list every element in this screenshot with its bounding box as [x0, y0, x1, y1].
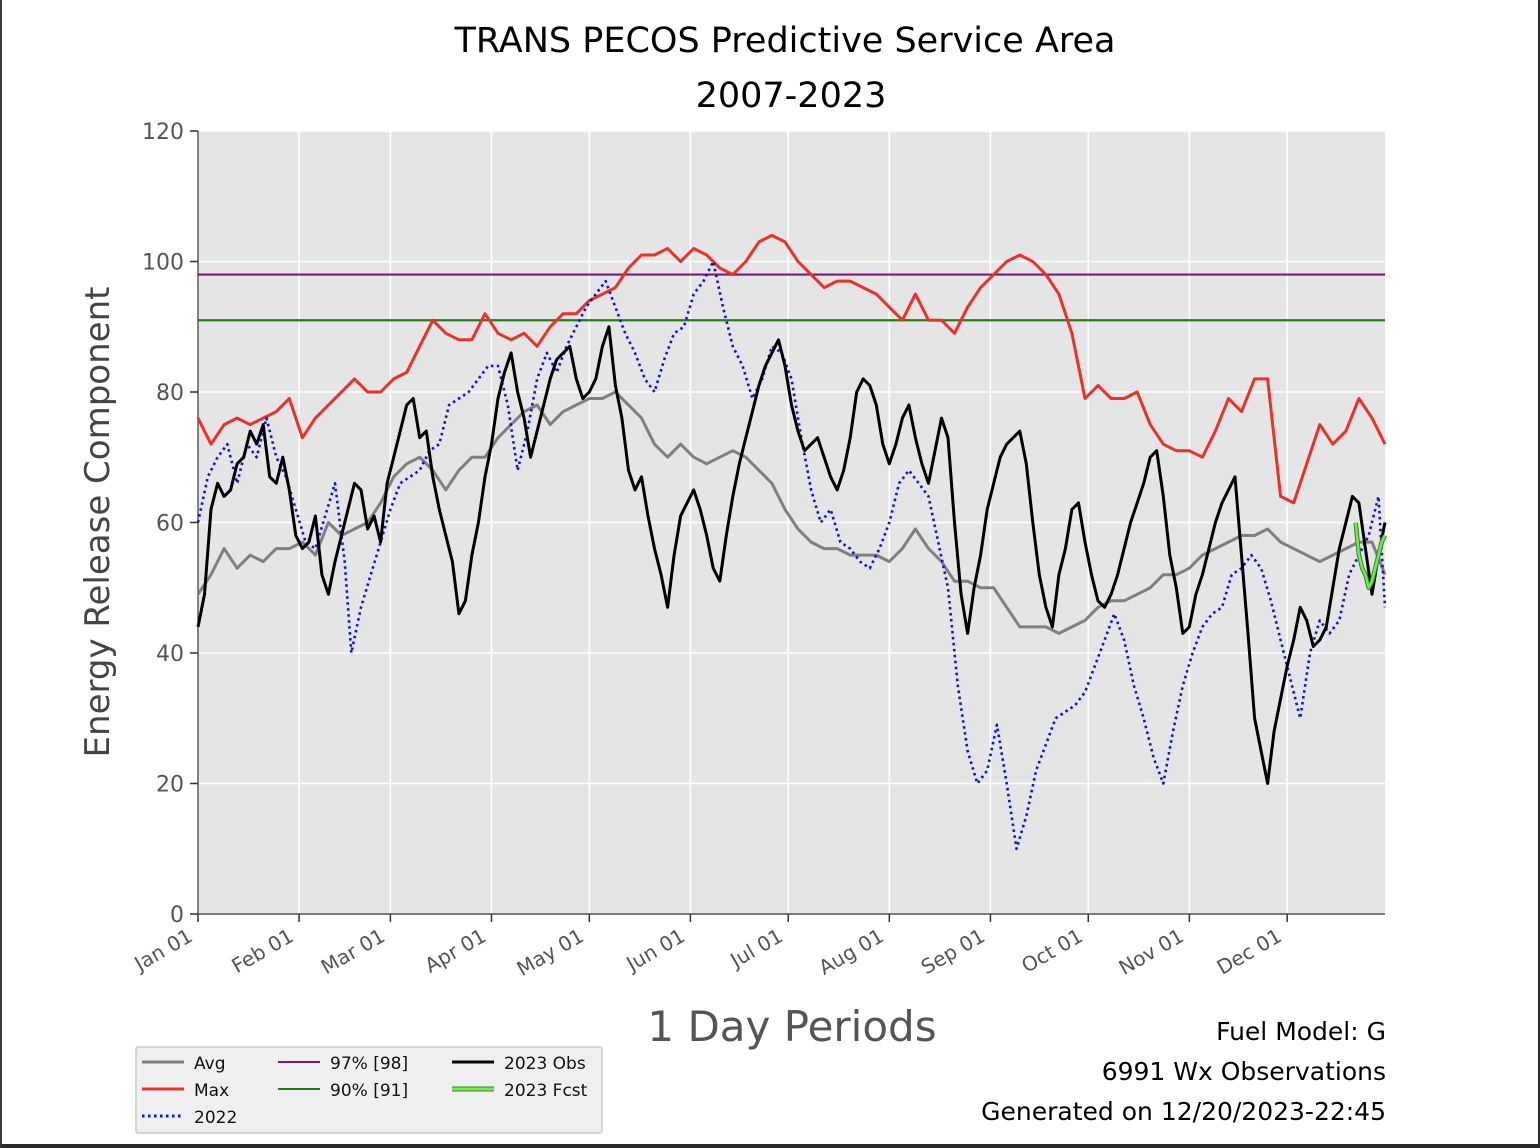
y-tick-label: 60	[156, 512, 184, 537]
y-tick-label: 120	[142, 120, 184, 145]
x-tick-label: Apr 01	[420, 924, 490, 978]
legend-label: 2023 Obs	[504, 1054, 586, 1074]
x-tick-label: Jan 01	[129, 924, 197, 977]
x-axis-label: 1 Day Periods	[647, 1002, 936, 1051]
y-axis-label: Energy Release Component	[78, 287, 118, 758]
legend-label: 97% [98]	[330, 1054, 408, 1074]
x-tick-label: Oct 01	[1017, 924, 1086, 978]
legend-label: Max	[194, 1081, 229, 1101]
chart-title: TRANS PECOS Predictive Service Area	[454, 21, 1116, 61]
x-tick-label: Dec 01	[1213, 924, 1286, 980]
legend-box	[135, 1046, 603, 1134]
legend: Avg Max 2022 97% [98] 90% [91] 2023 Obs 2023 F…	[135, 1046, 603, 1134]
fuel-model-label: Fuel Model: G	[1216, 1017, 1386, 1046]
x-tick-label: Nov 01	[1114, 924, 1187, 980]
series-group	[196, 233, 1388, 851]
y-tick-label: 80	[156, 381, 184, 406]
x-tick-label: Aug 01	[814, 924, 887, 980]
series-line-2023-obs	[196, 325, 1387, 785]
y-tick-label: 40	[156, 642, 184, 667]
y-tick-label: 100	[142, 251, 184, 276]
series-line-2023-fcst	[1354, 522, 1387, 590]
x-tick-label: Mar 01	[317, 924, 389, 980]
x-tick-label: Jul 01	[725, 924, 787, 974]
legend-label: 2023 Fcst	[504, 1081, 588, 1101]
chart-subtitle: 2007-2023	[696, 76, 887, 116]
observations-label: 6991 Wx Observations	[1102, 1057, 1386, 1086]
legend-label: 90% [91]	[330, 1081, 408, 1101]
series-line-avg	[196, 390, 1387, 635]
series-line-max	[196, 233, 1387, 505]
x-tick-label: Sep 01	[917, 924, 989, 980]
generated-label: Generated on 12/20/2023-22:45	[981, 1097, 1386, 1126]
x-tick-label: May 01	[512, 924, 587, 981]
y-tick-label: 0	[170, 903, 184, 928]
legend-label: 2022	[194, 1108, 237, 1128]
x-tick-label: Jun 01	[621, 924, 689, 977]
x-tick-label: Feb 01	[227, 924, 297, 978]
y-tick-label: 20	[156, 773, 184, 798]
legend-label: Avg	[194, 1054, 226, 1074]
